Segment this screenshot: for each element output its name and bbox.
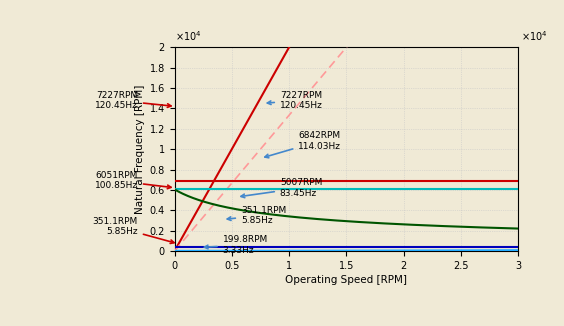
- Text: 6842RPM
114.03Hz: 6842RPM 114.03Hz: [265, 131, 341, 158]
- Text: 351.1RPM
5.85Hz: 351.1RPM 5.85Hz: [92, 217, 174, 244]
- Text: 351.1RPM
5.85Hz: 351.1RPM 5.85Hz: [227, 206, 286, 225]
- Text: 7227RPM
120.45Hz: 7227RPM 120.45Hz: [267, 91, 323, 110]
- Text: 7227RPM
120.45Hz: 7227RPM 120.45Hz: [95, 91, 171, 110]
- Text: $\times 10^4$: $\times 10^4$: [174, 29, 201, 43]
- Text: $\times 10^4$: $\times 10^4$: [521, 29, 548, 43]
- Text: 199.8RPM
3.33Hz: 199.8RPM 3.33Hz: [204, 235, 268, 255]
- Y-axis label: Natural Frequency [RPM]: Natural Frequency [RPM]: [135, 84, 146, 214]
- Text: 6051RPM
100.85Hz: 6051RPM 100.85Hz: [95, 171, 171, 190]
- Text: 5007RPM
83.45Hz: 5007RPM 83.45Hz: [241, 178, 322, 198]
- X-axis label: Operating Speed [RPM]: Operating Speed [RPM]: [285, 275, 407, 285]
